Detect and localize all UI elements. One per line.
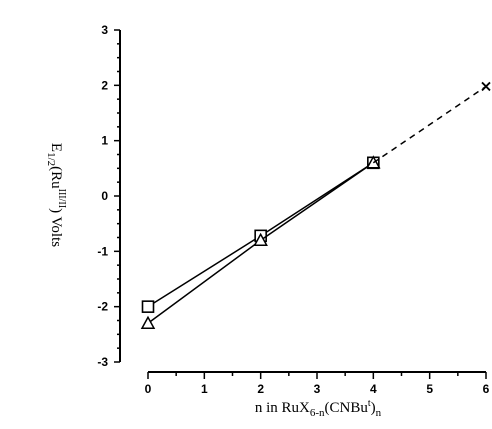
x-tick-label: 3 — [314, 382, 321, 396]
triangle-marker — [253, 232, 268, 247]
square-marker — [141, 300, 155, 313]
x-tick-label: 0 — [145, 382, 152, 396]
y-tick-label: -3 — [97, 355, 108, 369]
y-tick-label: -2 — [97, 300, 108, 314]
y-axis-title: E1/2(RuIII/II) Volts — [45, 143, 67, 247]
series-layer — [140, 81, 491, 330]
y-tick-label: -1 — [97, 244, 108, 258]
y-tick-label: 1 — [101, 134, 108, 148]
x-tick-label: 5 — [426, 382, 433, 396]
axes: -3 -2 -1 0 1 2 3 0 1 2 3 4 5 6 — [97, 23, 489, 396]
x-tick-label: 6 — [483, 382, 490, 396]
x-tick-label: 4 — [370, 382, 377, 396]
x-axis-title: n in RuX6-n(CNBut)n — [255, 398, 382, 419]
x-tick-label: 2 — [257, 382, 264, 396]
y-tick-label: 3 — [101, 23, 108, 37]
x-tick-label: 1 — [201, 382, 208, 396]
series-2-line — [372, 85, 487, 164]
x-marker — [481, 81, 491, 92]
y-tick-label: 0 — [101, 189, 108, 203]
y-tick-label: 2 — [101, 78, 108, 92]
triangle-marker — [140, 315, 156, 330]
